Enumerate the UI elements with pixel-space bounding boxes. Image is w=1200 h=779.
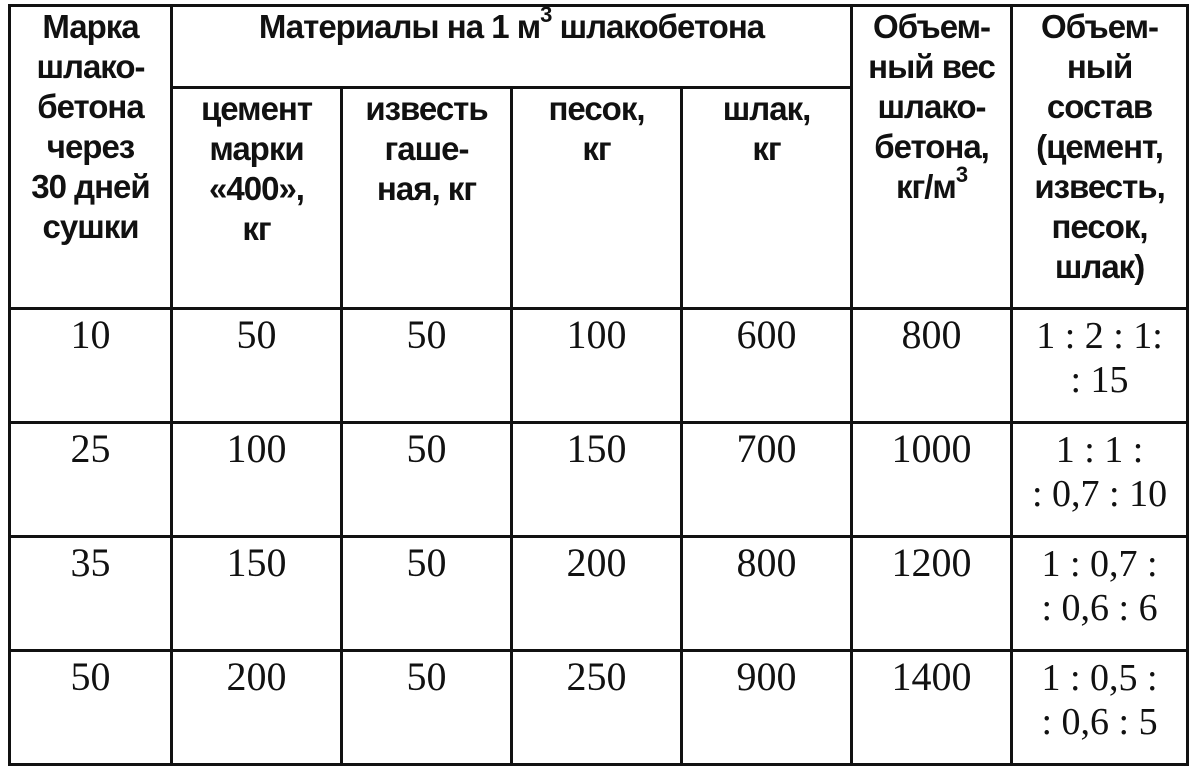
header-grade-line: шлако-	[36, 48, 145, 85]
cell-sand: 250	[510, 649, 683, 766]
header-weight-unit-line: кг/м3	[855, 164, 1009, 207]
header-materials-label-tail: шлакобетона	[551, 8, 766, 46]
cell-cement: 150	[170, 535, 343, 652]
header-lime: известь гаше- ная, кг	[340, 86, 513, 310]
cell-sand: 200	[510, 535, 683, 652]
table-body: 10 50 50 100 600 800 1 : 2 : 1: : 15 25 …	[8, 307, 1190, 766]
header-grade: Марка шлако- бетона через 30 дней сушки	[8, 4, 173, 310]
cell-weight: 1000	[850, 421, 1014, 538]
header-bulk-weight: Объем- ный вес шлако- бетона, кг/м3	[850, 4, 1014, 310]
header-grade-line: через	[46, 128, 135, 165]
header-cement-line: кг	[242, 210, 271, 247]
table-row: 10 50 50 100 600 800 1 : 2 : 1: : 15	[8, 307, 1190, 424]
cell-slag: 800	[679, 535, 854, 652]
cell-ratio-line: : 0,6 : 6	[1041, 587, 1158, 629]
cell-slag: 900	[679, 649, 854, 766]
header-slag-line: кг	[752, 130, 781, 167]
header-sand: песок, кг	[510, 86, 683, 310]
cell-weight: 800	[850, 307, 1014, 424]
header-row-sub: цемент марки «400», кг известь гаше- ная…	[10, 86, 1188, 310]
cell-ratio-line: 1 : 0,5 :	[1041, 657, 1158, 699]
cell-lime: 50	[340, 421, 513, 538]
header-cement: цемент марки «400», кг	[170, 86, 343, 310]
header-grade-line: сушки	[42, 208, 139, 245]
header-cement-line: марки	[209, 130, 304, 167]
header-grade-line: бетона	[37, 88, 144, 125]
header-sand-line: кг	[582, 130, 611, 167]
header-weight-line: бетона,	[874, 128, 990, 165]
header-cement-line: цемент	[200, 90, 313, 128]
table-row: 50 200 50 250 900 1400 1 : 0,5 : : 0,6 :…	[8, 649, 1190, 766]
cell-ratio-line: : 0,6 : 5	[1041, 701, 1158, 743]
slag-concrete-table-container: Марка шлако- бетона через 30 дней сушки …	[8, 4, 1190, 766]
cell-cement: 200	[170, 649, 343, 766]
header-grade-line: Марка	[42, 8, 139, 46]
cell-grade: 35	[8, 535, 173, 652]
cell-ratio-line: 1 : 0,7 :	[1041, 543, 1158, 585]
header-materials-label: Материалы на 1 м	[258, 8, 541, 46]
cell-sand: 150	[510, 421, 683, 538]
cell-grade: 25	[8, 421, 173, 538]
cell-lime: 50	[340, 535, 513, 652]
header-slag: шлак, кг	[679, 86, 854, 310]
cell-ratio: 1 : 1 : : 0,7 : 10	[1010, 421, 1190, 538]
header-weight-unit-sup: 3	[955, 162, 968, 187]
header-lime-line: ная, кг	[376, 170, 477, 207]
header-ratio-line: состав	[1046, 88, 1153, 125]
header-slag-line: шлак,	[722, 90, 812, 128]
cell-weight: 1400	[850, 649, 1014, 766]
header-weight-unit: кг/м	[895, 168, 957, 205]
cell-cement: 100	[170, 421, 343, 538]
cell-slag: 600	[679, 307, 854, 424]
header-materials-sup: 3	[540, 5, 552, 27]
cell-ratio-line: 1 : 2 : 1:	[1036, 315, 1163, 357]
cell-sand: 100	[510, 307, 683, 424]
header-materials-group: Материалы на 1 м3 шлакобетона	[169, 4, 854, 89]
header-weight-line: ный вес	[868, 48, 996, 85]
header-ratio-line: Объем-	[1041, 8, 1159, 46]
cell-ratio: 1 : 0,5 : : 0,6 : 5	[1010, 649, 1190, 766]
header-row-top: Марка шлако- бетона через 30 дней сушки …	[8, 4, 1190, 310]
header-volume-ratio: Объем- ный состав (цемент, известь, песо…	[1010, 4, 1190, 310]
cell-cement: 50	[170, 307, 343, 424]
table-header: Марка шлако- бетона через 30 дней сушки …	[8, 4, 1190, 310]
cell-weight: 1200	[850, 535, 1014, 652]
header-lime-line: известь	[365, 90, 488, 128]
header-ratio-line: известь,	[1034, 168, 1165, 205]
cell-grade: 50	[8, 649, 173, 766]
header-lime-line: гаше-	[384, 130, 470, 167]
slag-concrete-table: Марка шлако- бетона через 30 дней сушки …	[8, 4, 1190, 766]
header-ratio-line: шлак)	[1054, 248, 1145, 285]
cell-ratio-line: : 0,7 : 10	[1031, 473, 1168, 515]
header-ratio-line: (цемент,	[1036, 128, 1164, 165]
cell-lime: 50	[340, 649, 513, 766]
cell-slag: 700	[679, 421, 854, 538]
cell-ratio-line: 1 : 1 :	[1055, 429, 1144, 471]
cell-ratio: 1 : 2 : 1: : 15	[1010, 307, 1190, 424]
table-row: 35 150 50 200 800 1200 1 : 0,7 : : 0,6 :…	[8, 535, 1190, 652]
header-grade-line: 30 дней	[31, 168, 150, 205]
header-sand-line: песок,	[548, 90, 645, 128]
cell-ratio-line: : 15	[1070, 359, 1129, 401]
cell-grade: 10	[8, 307, 173, 424]
header-weight-line: шлако-	[877, 88, 987, 125]
header-ratio-line: песок,	[1051, 208, 1149, 245]
cell-ratio: 1 : 0,7 : : 0,6 : 6	[1010, 535, 1190, 652]
header-cement-line: «400»,	[209, 170, 305, 207]
header-ratio-line: ный	[1066, 48, 1133, 85]
cell-lime: 50	[340, 307, 513, 424]
table-row: 25 100 50 150 700 1000 1 : 1 : : 0,7 : 1…	[8, 421, 1190, 538]
header-weight-line: Объем-	[873, 8, 991, 46]
